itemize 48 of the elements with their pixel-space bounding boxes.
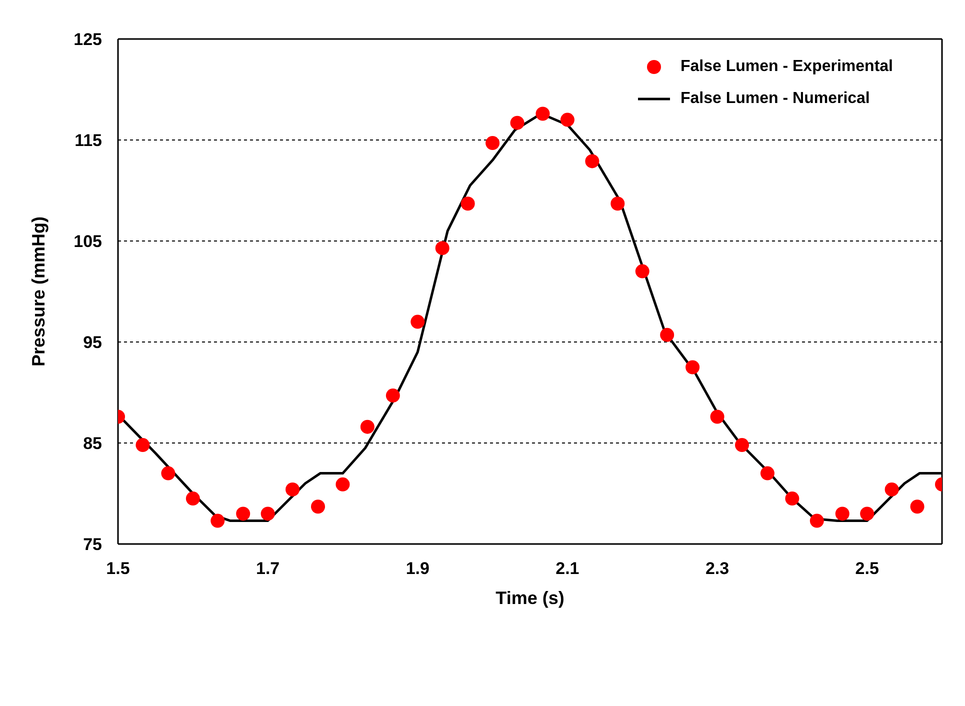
x-tick-label: 1.9 xyxy=(406,559,430,578)
point xyxy=(435,241,450,256)
point xyxy=(610,196,625,211)
point xyxy=(186,492,200,506)
point xyxy=(486,136,500,150)
y-tick-label: 95 xyxy=(83,333,102,352)
point xyxy=(260,506,275,521)
point xyxy=(910,500,924,514)
point xyxy=(810,514,824,528)
point xyxy=(585,154,600,168)
y-tick-label: 125 xyxy=(74,30,102,50)
point xyxy=(460,196,475,211)
point xyxy=(236,506,250,521)
x-tick-label: 1.7 xyxy=(256,559,280,578)
point xyxy=(734,438,749,452)
point xyxy=(560,112,574,127)
y-tick-label: 115 xyxy=(74,131,102,150)
point xyxy=(635,264,650,278)
point xyxy=(336,477,350,492)
x-tick-label: 1.5 xyxy=(106,559,130,578)
point xyxy=(210,514,225,528)
point xyxy=(136,438,150,452)
y-tick-label: 75 xyxy=(83,535,102,554)
point xyxy=(686,360,700,374)
point xyxy=(884,482,899,496)
y-tick-label: 105 xyxy=(74,232,102,252)
legend-label: False Lumen - Experimental xyxy=(680,58,893,76)
x-tick-label: 2.3 xyxy=(705,559,730,578)
legend-label: False Lumen - Numerical xyxy=(680,90,870,108)
point xyxy=(311,500,326,514)
point xyxy=(386,388,400,403)
point xyxy=(536,106,550,121)
x-tick-label: 2.1 xyxy=(556,559,580,578)
point xyxy=(835,506,850,521)
point xyxy=(410,314,425,329)
point xyxy=(760,466,774,480)
point xyxy=(660,328,674,342)
x-tick-label: 2.5 xyxy=(855,559,879,578)
y-axis-title: Pressure (mmHg) xyxy=(28,216,48,367)
x-axis-title: Time (s) xyxy=(496,588,564,608)
point xyxy=(710,410,724,424)
point xyxy=(161,466,176,480)
point xyxy=(286,482,300,496)
y-tick-label: 85 xyxy=(83,434,102,454)
point xyxy=(360,420,374,434)
point xyxy=(860,506,874,521)
point xyxy=(785,492,800,506)
point xyxy=(510,116,524,130)
